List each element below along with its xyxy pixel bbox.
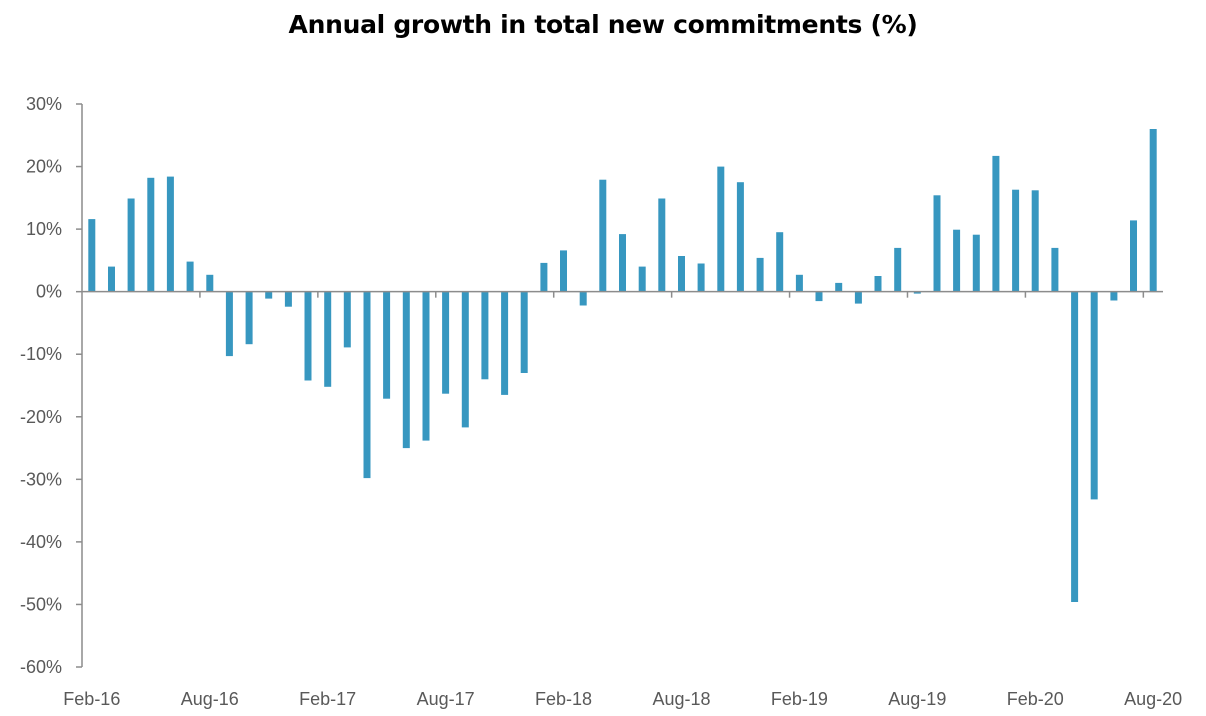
bar-jun-18: [638, 266, 646, 292]
x-tick-label: Aug-17: [417, 689, 475, 709]
axes-group: [81, 104, 1163, 667]
y-tick-label: -50%: [20, 594, 62, 614]
y-tick-label: -20%: [20, 407, 62, 427]
bar-jan-17: [304, 291, 312, 381]
bars-group: [88, 129, 1157, 602]
bar-jul-18: [658, 198, 666, 292]
bar-oct-19: [953, 229, 961, 292]
x-tick-label: Feb-17: [299, 689, 356, 709]
bar-dec-19: [992, 155, 1000, 292]
bar-jan-19: [776, 232, 784, 292]
bar-jun-16: [166, 176, 174, 292]
y-tick-label: 20%: [26, 157, 62, 177]
bar-sep-16: [225, 291, 233, 357]
y-tick-label: 30%: [26, 94, 62, 114]
bar-dec-17: [520, 291, 528, 373]
y-tick-label: -40%: [20, 532, 62, 552]
bar-jun-19: [874, 276, 882, 292]
bar-may-17: [383, 291, 391, 399]
bar-mar-17: [343, 291, 351, 348]
bar-jan-18: [540, 262, 548, 292]
x-tick-label: Aug-20: [1124, 689, 1182, 709]
bar-nov-16: [265, 291, 273, 299]
bar-feb-20: [1031, 190, 1039, 292]
y-tick-label: -10%: [20, 344, 62, 364]
x-tick-label: Feb-16: [63, 689, 120, 709]
bar-apr-19: [835, 282, 843, 292]
bar-feb-19: [795, 274, 803, 292]
bar-jun-20: [1110, 291, 1118, 301]
bar-aug-18: [678, 256, 685, 292]
x-tick-label: Aug-18: [652, 689, 710, 709]
bar-may-18: [619, 234, 626, 292]
chart-title: Annual growth in total new commitments (…: [288, 10, 918, 39]
y-axis-ticks: 30% 20% 10% 0% -10% -20% -30% -40% -50% -60%: [20, 94, 82, 677]
bar-apr-18: [599, 179, 607, 292]
y-tick-label: 0%: [36, 282, 62, 302]
x-tick-label: Feb-18: [535, 689, 592, 709]
bar-aug-20: [1149, 129, 1157, 292]
x-tick-label: Feb-19: [771, 689, 828, 709]
bar-feb-18: [560, 250, 567, 292]
bar-mar-16: [108, 266, 115, 292]
y-tick-label: -60%: [20, 657, 62, 677]
bar-jul-19: [894, 247, 902, 292]
bar-nov-18: [736, 182, 744, 292]
bar-apr-20: [1071, 291, 1079, 602]
y-tick-label: -30%: [20, 469, 62, 489]
bar-oct-17: [481, 291, 489, 380]
bar-aug-19: [913, 291, 921, 294]
bar-sep-18: [697, 263, 705, 292]
bar-mar-18: [579, 291, 587, 306]
bar-sep-17: [461, 291, 469, 428]
bar-may-20: [1090, 291, 1098, 500]
bar-jul-16: [186, 261, 194, 292]
y-tick-label: 10%: [26, 219, 62, 239]
bar-oct-16: [245, 291, 253, 345]
x-axis-ticks: Feb-16 Aug-16 Feb-17 Aug-17 Feb-18 Aug-18 Feb-…: [63, 291, 1182, 709]
bar-aug-17: [442, 291, 450, 394]
bar-mar-20: [1051, 247, 1059, 292]
bar-jul-17: [422, 291, 430, 441]
bar-may-16: [147, 177, 155, 292]
bar-nov-19: [972, 234, 980, 292]
bar-sep-19: [933, 195, 941, 292]
x-tick-label: Aug-19: [888, 689, 946, 709]
bar-jul-20: [1130, 220, 1137, 292]
bar-mar-19: [815, 291, 823, 302]
bar-dec-16: [284, 291, 292, 307]
bar-nov-17: [501, 291, 509, 395]
x-tick-label: Aug-16: [181, 689, 239, 709]
bar-jan-20: [1012, 189, 1020, 292]
bar-apr-17: [363, 291, 371, 479]
bar-apr-16: [127, 198, 135, 292]
bar-feb-16: [88, 219, 96, 292]
bar-feb-17: [324, 291, 332, 387]
bar-may-19: [854, 291, 862, 304]
bar-oct-18: [717, 166, 725, 292]
bar-jun-17: [402, 291, 410, 449]
bar-aug-16: [206, 274, 214, 292]
bar-dec-18: [756, 257, 764, 292]
x-tick-label: Feb-20: [1007, 689, 1064, 709]
